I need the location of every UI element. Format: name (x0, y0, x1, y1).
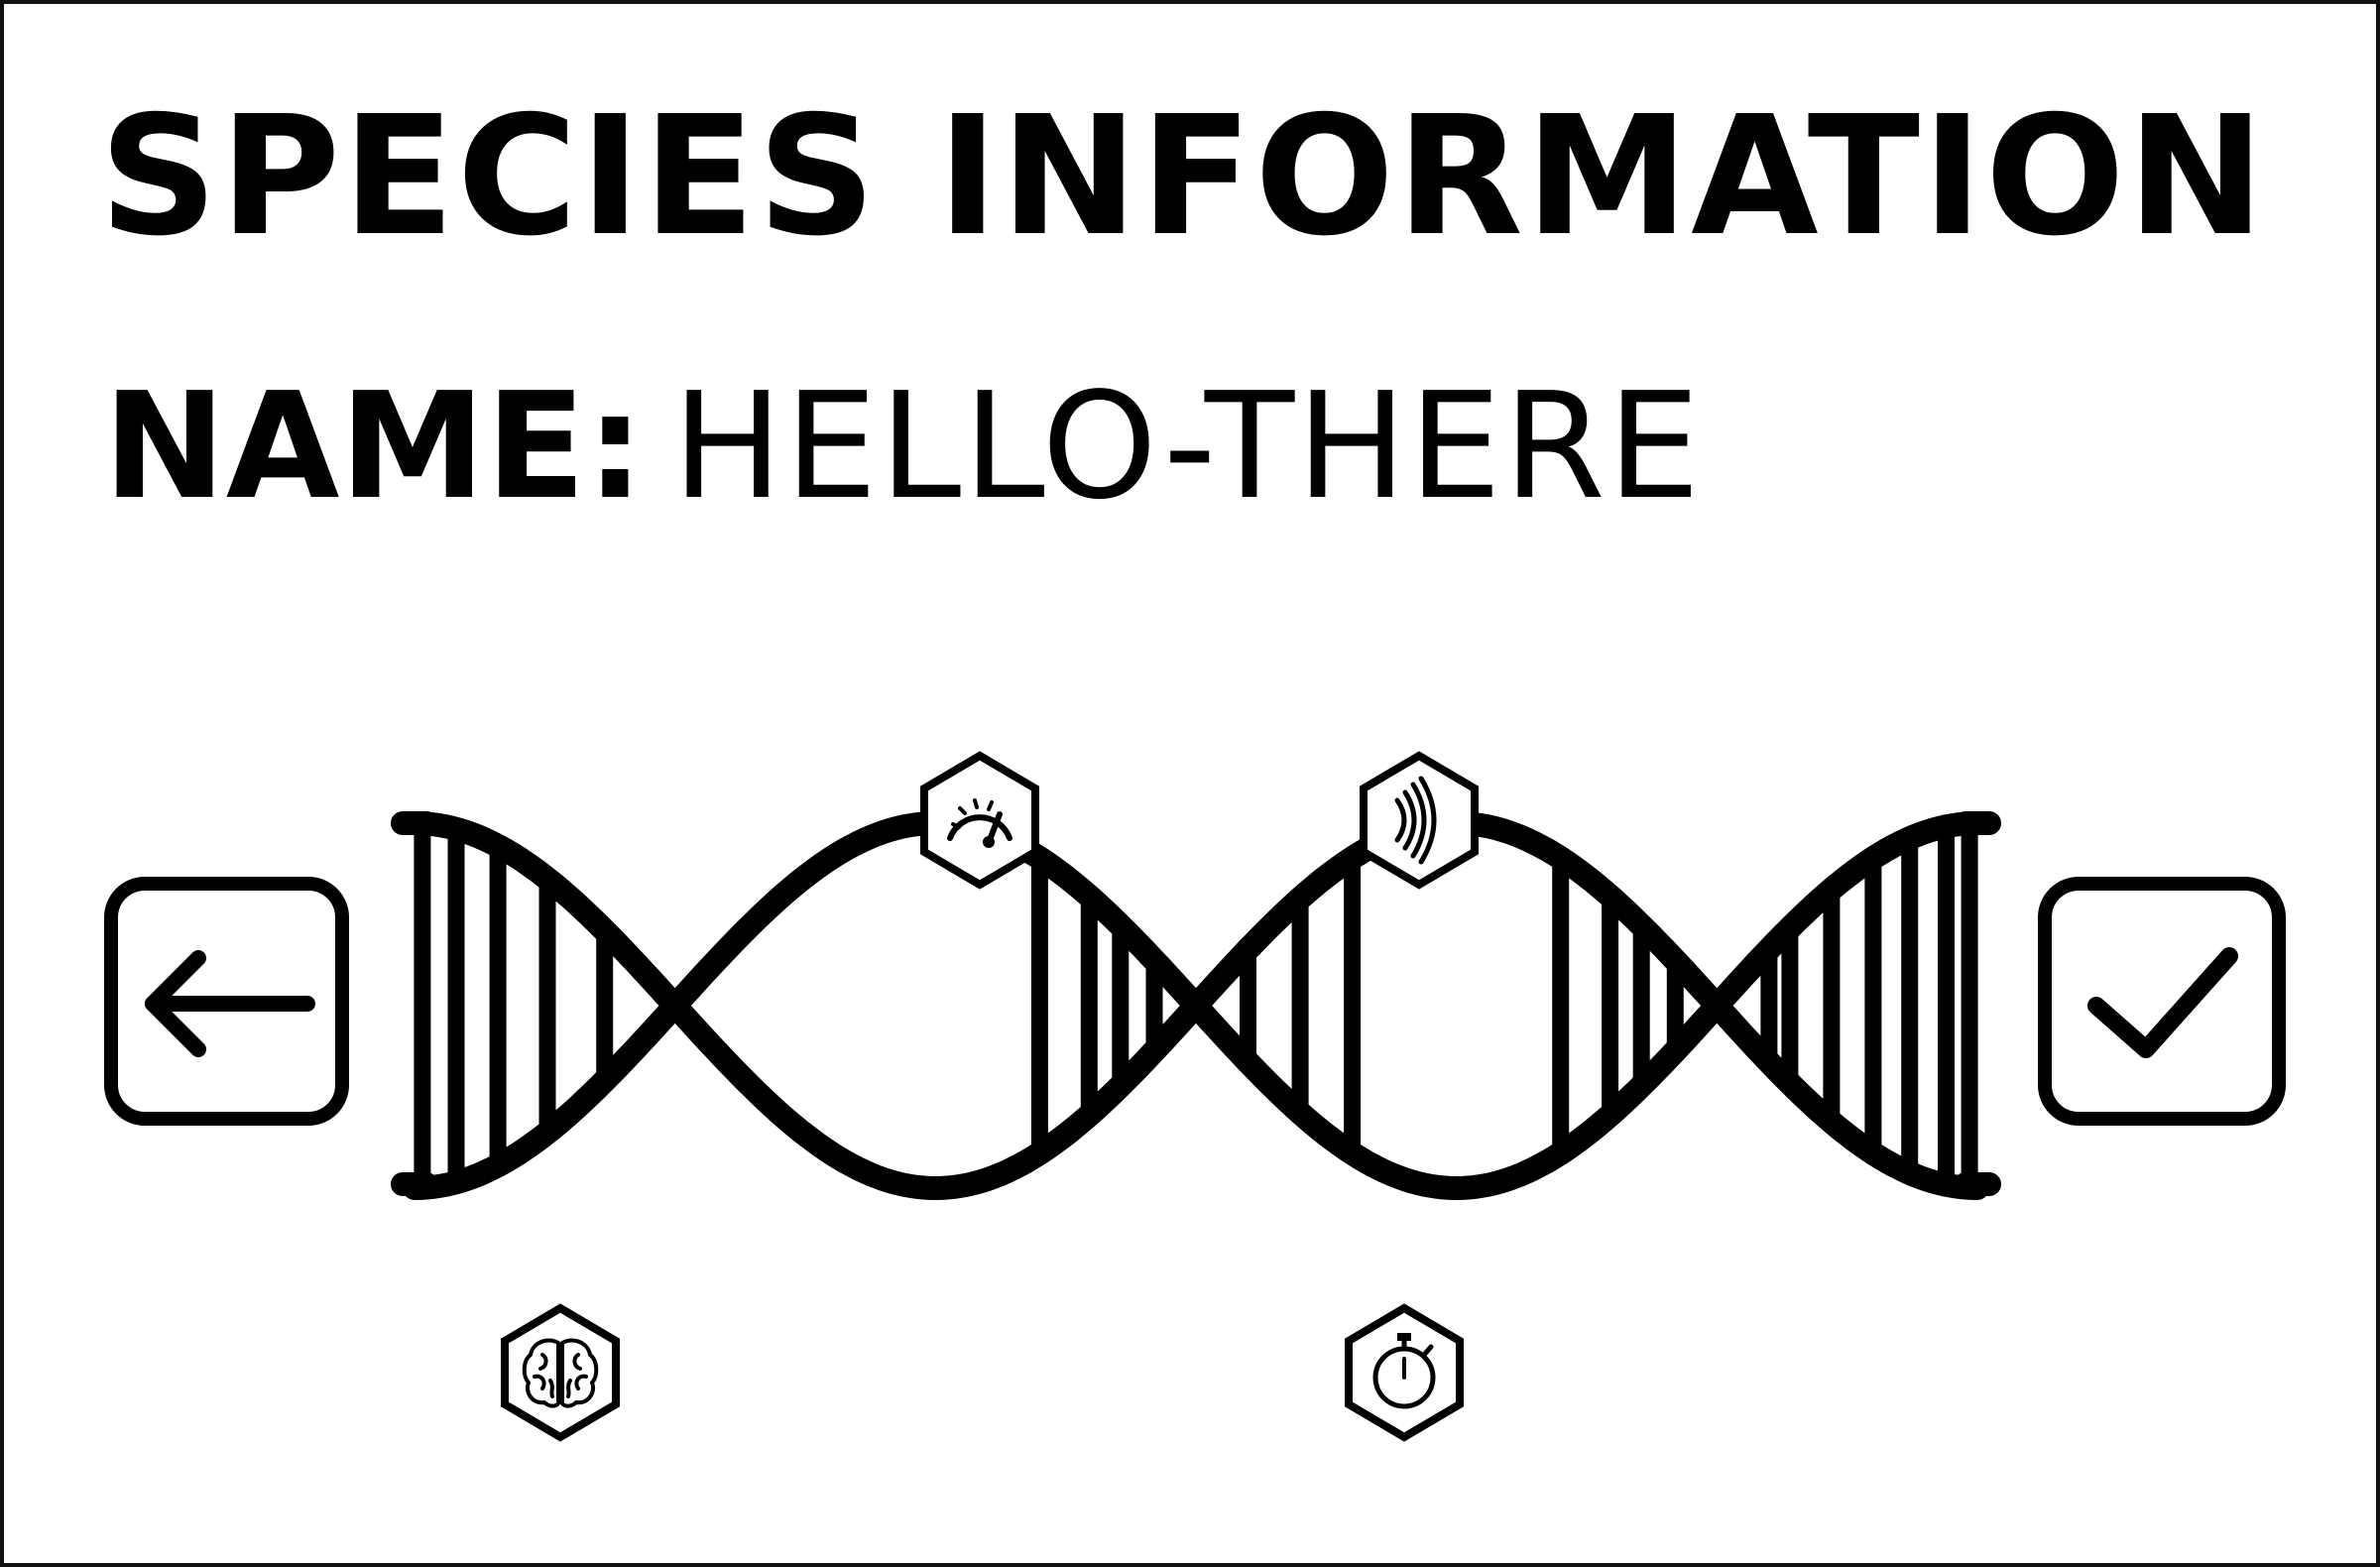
sound-waves-icon (1394, 776, 1437, 865)
speedometer-icon (947, 798, 1012, 848)
page-title: SPECIES INFORMATION (99, 81, 2267, 273)
confirm-button[interactable] (2038, 877, 2286, 1126)
name-label: NAME: (103, 361, 645, 532)
helix-strand-lower (403, 810, 1989, 1201)
helix-base-pairs (414, 817, 1978, 1194)
dna-stage (104, 751, 2286, 1442)
trait-hearing-badge[interactable] (1360, 751, 1479, 890)
stopwatch-icon (1372, 1333, 1436, 1409)
trait-time-badge[interactable] (1345, 1303, 1464, 1442)
brain-icon (522, 1338, 599, 1408)
arrow-left-icon (145, 950, 315, 1057)
checkmark-icon (2087, 947, 2238, 1058)
dna-helix (391, 810, 2001, 1201)
species-name-row: NAME: HELLO-THERE (103, 373, 1702, 520)
species-name-value: HELLO-THERE (671, 361, 1703, 532)
helix-strands (391, 810, 2001, 1201)
back-button[interactable] (104, 877, 349, 1126)
trait-speed-badge[interactable] (920, 751, 1039, 890)
trait-intelligence-badge[interactable] (501, 1303, 620, 1442)
